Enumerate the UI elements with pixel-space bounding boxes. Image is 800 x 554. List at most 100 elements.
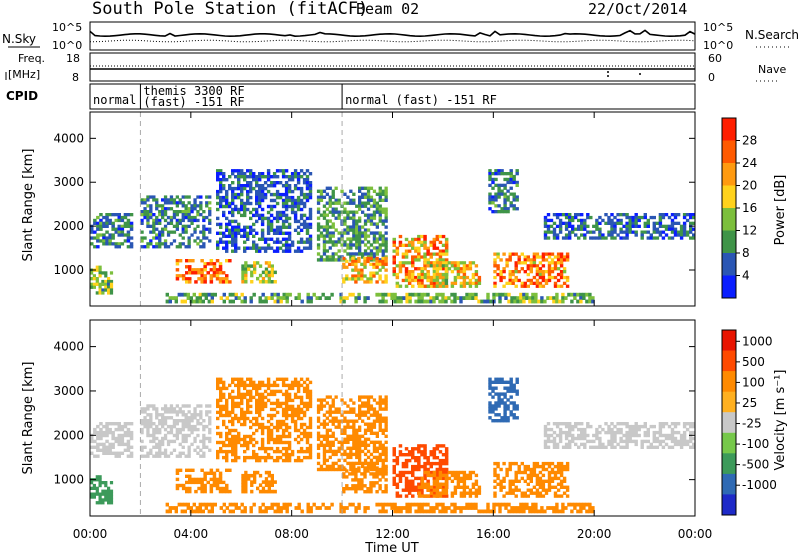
- range-cell: [360, 472, 364, 476]
- range-cell: [417, 506, 421, 510]
- range-cell: [643, 213, 647, 217]
- range-cell: [258, 201, 262, 206]
- range-cell: [658, 422, 663, 426]
- range-cell: [526, 258, 530, 262]
- range-cell: [123, 442, 128, 447]
- range-cell: [342, 299, 346, 304]
- nsearch-label: N.Search: [745, 28, 799, 42]
- range-cell: [284, 389, 289, 394]
- range-cell: [357, 469, 361, 473]
- range-cell: [193, 436, 197, 441]
- range-cell: [435, 278, 440, 283]
- range-cell: [664, 224, 669, 228]
- range-cell: [358, 198, 362, 202]
- range-cell: [361, 404, 365, 408]
- range-cell: [512, 198, 516, 202]
- range-cell: [378, 425, 382, 429]
- range-cell: [692, 221, 696, 225]
- range-cell: [555, 424, 560, 429]
- range-cell: [325, 228, 329, 232]
- range-cell: [252, 175, 256, 179]
- range-cell: [432, 278, 437, 283]
- range-cell: [423, 482, 428, 486]
- range-cell: [325, 401, 329, 405]
- range-cell: [444, 278, 449, 283]
- range-cell: [316, 404, 321, 408]
- range-cell: [450, 299, 454, 304]
- range-cell: [610, 236, 614, 240]
- range-cell: [399, 296, 403, 300]
- range-cell: [163, 427, 168, 432]
- range-cell: [237, 192, 241, 197]
- range-cell: [640, 424, 644, 429]
- range-cell: [477, 278, 482, 283]
- range-cell: [172, 424, 177, 429]
- range-cell: [515, 407, 519, 411]
- range-cell: [228, 210, 232, 215]
- range-cell: [337, 237, 341, 241]
- range-cell: [267, 270, 271, 275]
- range-cell: [208, 430, 212, 435]
- range-cell: [459, 270, 464, 274]
- range-cell: [272, 192, 277, 197]
- range-cell: [483, 299, 487, 304]
- range-cell: [249, 181, 253, 185]
- range-cell: [181, 433, 185, 438]
- range-cell: [423, 272, 428, 277]
- range-cell: [417, 444, 421, 448]
- range-cell: [358, 398, 362, 402]
- range-cell: [468, 281, 473, 285]
- range-cell: [185, 280, 189, 284]
- range-cell: [682, 233, 687, 237]
- range-cell: [423, 243, 427, 247]
- range-cell: [222, 404, 226, 409]
- range-cell: [358, 455, 362, 460]
- range-cell: [378, 216, 382, 220]
- range-cell: [444, 509, 448, 514]
- range-cell: [366, 256, 370, 261]
- nave-dot: [639, 73, 641, 75]
- range-cell: [384, 240, 388, 244]
- range-cell: [358, 443, 362, 447]
- range-cell: [417, 491, 422, 495]
- range-cell: [234, 455, 238, 460]
- range-cell: [92, 274, 96, 278]
- range-cell: [155, 201, 159, 205]
- range-cell: [420, 278, 424, 283]
- range-cell: [358, 228, 362, 232]
- range-cell: [438, 444, 443, 448]
- range-cell: [503, 407, 507, 411]
- range-cell: [302, 225, 307, 229]
- range-cell: [398, 284, 403, 288]
- range-cell: [187, 427, 191, 432]
- range-cell: [234, 234, 238, 238]
- range-cell: [101, 279, 105, 284]
- range-cell: [266, 169, 271, 173]
- range-cell: [349, 407, 353, 411]
- range-cell: [284, 434, 289, 439]
- range-cell: [358, 437, 362, 441]
- range-cell: [328, 219, 332, 223]
- range-cell: [275, 398, 280, 403]
- range-cell: [169, 427, 174, 432]
- range-cell: [117, 245, 121, 249]
- range-cell: [429, 470, 433, 475]
- range-cell: [258, 213, 262, 218]
- range-cell: [372, 422, 377, 426]
- range-cell: [331, 443, 335, 447]
- range-cell: [225, 434, 229, 439]
- range-cell: [140, 410, 144, 414]
- range-cell: [334, 425, 338, 429]
- range-cell: [358, 216, 362, 220]
- range-cell: [322, 249, 327, 253]
- range-cell: [395, 281, 400, 285]
- range-cell: [372, 475, 376, 479]
- range-cell: [564, 433, 569, 438]
- range-cell: [302, 213, 307, 218]
- range-cell: [222, 422, 226, 427]
- range-cell: [316, 222, 321, 226]
- range-cell: [459, 509, 463, 514]
- range-cell: [191, 259, 195, 263]
- range-cell: [369, 231, 374, 235]
- range-cell: [287, 431, 292, 436]
